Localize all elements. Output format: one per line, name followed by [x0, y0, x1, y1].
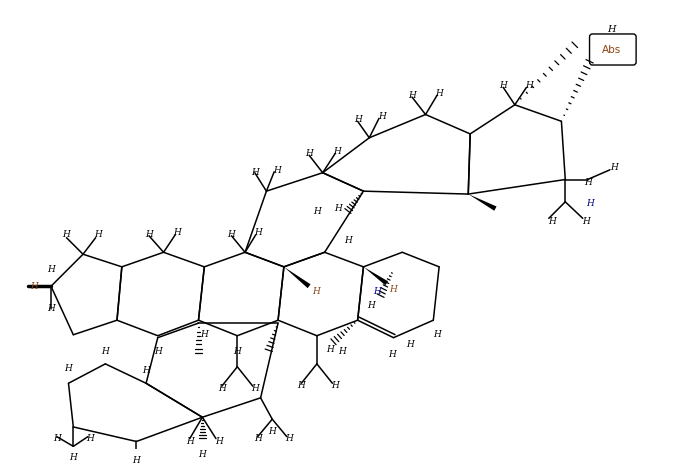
Text: H: H	[388, 350, 395, 359]
Text: H: H	[63, 230, 70, 239]
Text: H: H	[305, 149, 313, 158]
Text: H: H	[273, 166, 281, 175]
Text: H: H	[297, 381, 305, 390]
Text: H: H	[64, 364, 73, 373]
Text: H: H	[47, 265, 55, 274]
Text: H: H	[368, 301, 375, 310]
Text: H: H	[584, 178, 591, 187]
Text: H: H	[102, 347, 109, 356]
Text: H: H	[378, 112, 386, 121]
Text: H: H	[285, 434, 293, 443]
Text: H: H	[548, 217, 556, 226]
Text: H: H	[354, 115, 361, 124]
FancyBboxPatch shape	[589, 34, 636, 65]
Polygon shape	[363, 267, 388, 285]
Text: H: H	[254, 228, 262, 238]
Text: H: H	[86, 434, 94, 443]
Text: H: H	[198, 450, 207, 459]
Text: H: H	[94, 230, 102, 239]
Text: H: H	[254, 434, 262, 443]
Text: H: H	[251, 168, 258, 177]
Text: H: H	[218, 384, 226, 393]
Text: H: H	[525, 81, 533, 90]
Text: H: H	[435, 88, 443, 98]
Text: H: H	[186, 437, 193, 446]
Text: Abs: Abs	[603, 45, 621, 56]
Polygon shape	[468, 194, 497, 211]
Text: H: H	[327, 345, 334, 354]
Text: H: H	[173, 228, 181, 238]
Text: H: H	[234, 347, 241, 356]
Text: H: H	[499, 81, 507, 90]
Text: H: H	[268, 427, 276, 436]
Text: H: H	[433, 330, 441, 339]
Text: H: H	[390, 285, 397, 294]
Text: H: H	[373, 287, 381, 295]
Text: H: H	[30, 282, 39, 291]
Text: H: H	[251, 384, 258, 393]
Text: H: H	[215, 437, 223, 446]
Text: H: H	[69, 453, 77, 463]
Text: H: H	[334, 204, 342, 213]
Text: H: H	[47, 304, 55, 313]
Text: H: H	[338, 347, 346, 356]
Text: H: H	[312, 287, 320, 295]
Text: H: H	[610, 163, 618, 172]
Text: H: H	[332, 381, 339, 390]
Text: H: H	[142, 366, 150, 375]
Polygon shape	[284, 267, 310, 288]
Text: H: H	[344, 236, 352, 245]
Text: H: H	[200, 330, 208, 339]
Text: H: H	[408, 91, 416, 100]
Text: H: H	[227, 230, 236, 239]
Text: H: H	[53, 434, 61, 443]
Text: H: H	[607, 25, 616, 34]
Text: H: H	[313, 207, 321, 216]
Text: H: H	[406, 340, 414, 349]
Text: H: H	[582, 217, 589, 226]
Text: H: H	[145, 230, 153, 239]
Text: H: H	[154, 347, 162, 356]
Text: H: H	[587, 199, 594, 208]
Text: H: H	[333, 147, 341, 156]
Text: H: H	[133, 457, 140, 463]
